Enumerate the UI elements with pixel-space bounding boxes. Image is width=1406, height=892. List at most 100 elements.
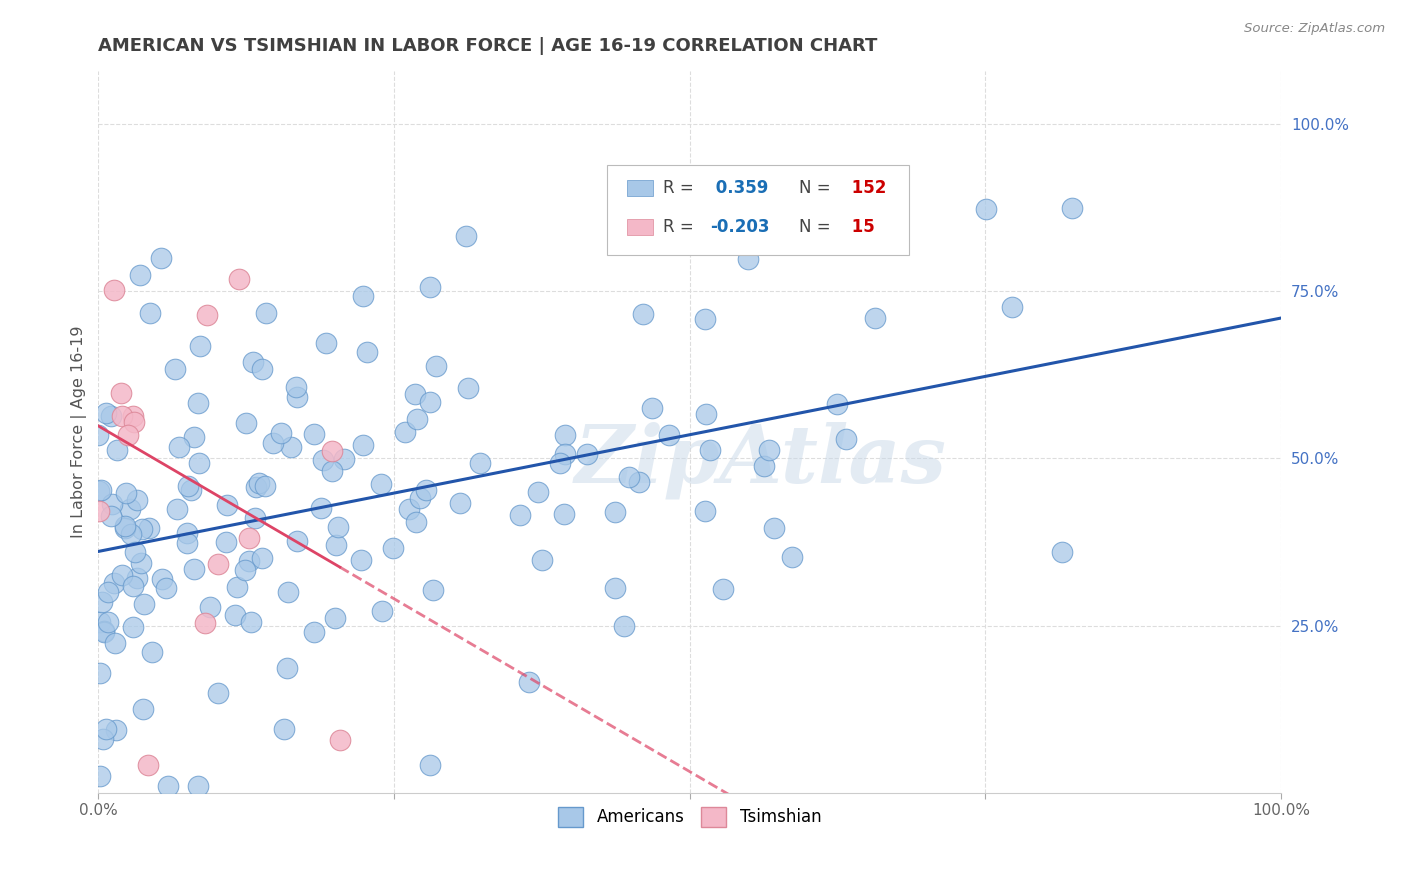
Point — [128, 268, 150, 282]
Point — [131, 556, 153, 570]
Point — [276, 661, 298, 675]
Point — [419, 280, 441, 294]
Y-axis label: In Labor Force | Age 16-19: In Labor Force | Age 16-19 — [72, 326, 87, 538]
Point — [617, 470, 640, 484]
Point — [176, 526, 198, 541]
Point — [90, 483, 112, 498]
Point — [93, 624, 115, 638]
Point — [553, 507, 575, 521]
Point — [132, 597, 155, 611]
Point — [103, 575, 125, 590]
Point — [176, 479, 198, 493]
Point — [631, 307, 654, 321]
Text: R =: R = — [662, 179, 699, 197]
Point — [277, 585, 299, 599]
Point — [176, 535, 198, 549]
Point — [270, 425, 292, 440]
Point — [834, 432, 856, 446]
Text: -0.203: -0.203 — [710, 219, 769, 236]
Text: 0.359: 0.359 — [710, 179, 768, 197]
Point — [114, 518, 136, 533]
Point — [287, 534, 309, 549]
Point — [238, 531, 260, 545]
Point — [188, 339, 211, 353]
Point — [763, 521, 786, 535]
Point — [104, 635, 127, 649]
Point — [554, 447, 576, 461]
Point — [349, 552, 371, 566]
Point — [419, 394, 441, 409]
Point — [124, 545, 146, 559]
Text: Source: ZipAtlas.com: Source: ZipAtlas.com — [1244, 22, 1385, 36]
Point — [89, 504, 111, 518]
Point — [1050, 545, 1073, 559]
Point — [245, 480, 267, 494]
FancyBboxPatch shape — [627, 180, 652, 196]
Point — [103, 283, 125, 297]
Point — [233, 563, 256, 577]
Point — [138, 521, 160, 535]
Point — [422, 582, 444, 597]
Point — [115, 486, 138, 500]
Point — [87, 428, 110, 442]
Point — [333, 452, 356, 467]
Point — [658, 428, 681, 442]
Point — [187, 779, 209, 793]
Point — [122, 579, 145, 593]
Point — [105, 443, 128, 458]
Point — [101, 497, 124, 511]
Point — [371, 604, 394, 618]
Point — [554, 427, 576, 442]
Text: 15: 15 — [846, 219, 875, 236]
Point — [976, 202, 998, 216]
Point — [329, 733, 352, 747]
Point — [419, 757, 441, 772]
Point — [167, 440, 190, 454]
Point — [89, 483, 111, 498]
Point — [323, 610, 346, 624]
Point — [425, 359, 447, 374]
Point — [352, 288, 374, 302]
Point — [370, 477, 392, 491]
Point — [509, 508, 531, 522]
Point — [406, 411, 429, 425]
Point — [517, 675, 540, 690]
Point — [150, 572, 173, 586]
Point — [613, 618, 636, 632]
Point — [228, 272, 250, 286]
Point — [207, 686, 229, 700]
Point — [627, 475, 650, 490]
Point — [97, 584, 120, 599]
Point — [104, 723, 127, 737]
Point — [89, 666, 111, 681]
Point — [352, 438, 374, 452]
Point — [285, 390, 308, 404]
Point — [693, 312, 716, 326]
Point — [122, 620, 145, 634]
Point — [91, 732, 114, 747]
Point — [93, 624, 115, 639]
Point — [111, 409, 134, 423]
Point — [200, 599, 222, 614]
Point — [97, 615, 120, 629]
Point — [315, 336, 337, 351]
Point — [245, 510, 267, 524]
Point — [273, 722, 295, 736]
Point — [91, 595, 114, 609]
Point — [207, 558, 229, 572]
Point — [262, 436, 284, 450]
Point — [141, 645, 163, 659]
Point — [449, 496, 471, 510]
Text: R =: R = — [662, 219, 699, 236]
Point — [180, 483, 202, 497]
Point — [641, 401, 664, 416]
Point — [285, 380, 308, 394]
Point — [527, 485, 550, 500]
Point — [120, 527, 142, 541]
Point — [456, 229, 478, 244]
Point — [405, 515, 427, 529]
Point — [122, 409, 145, 424]
Point — [693, 504, 716, 518]
Point — [163, 361, 186, 376]
Point — [863, 310, 886, 325]
